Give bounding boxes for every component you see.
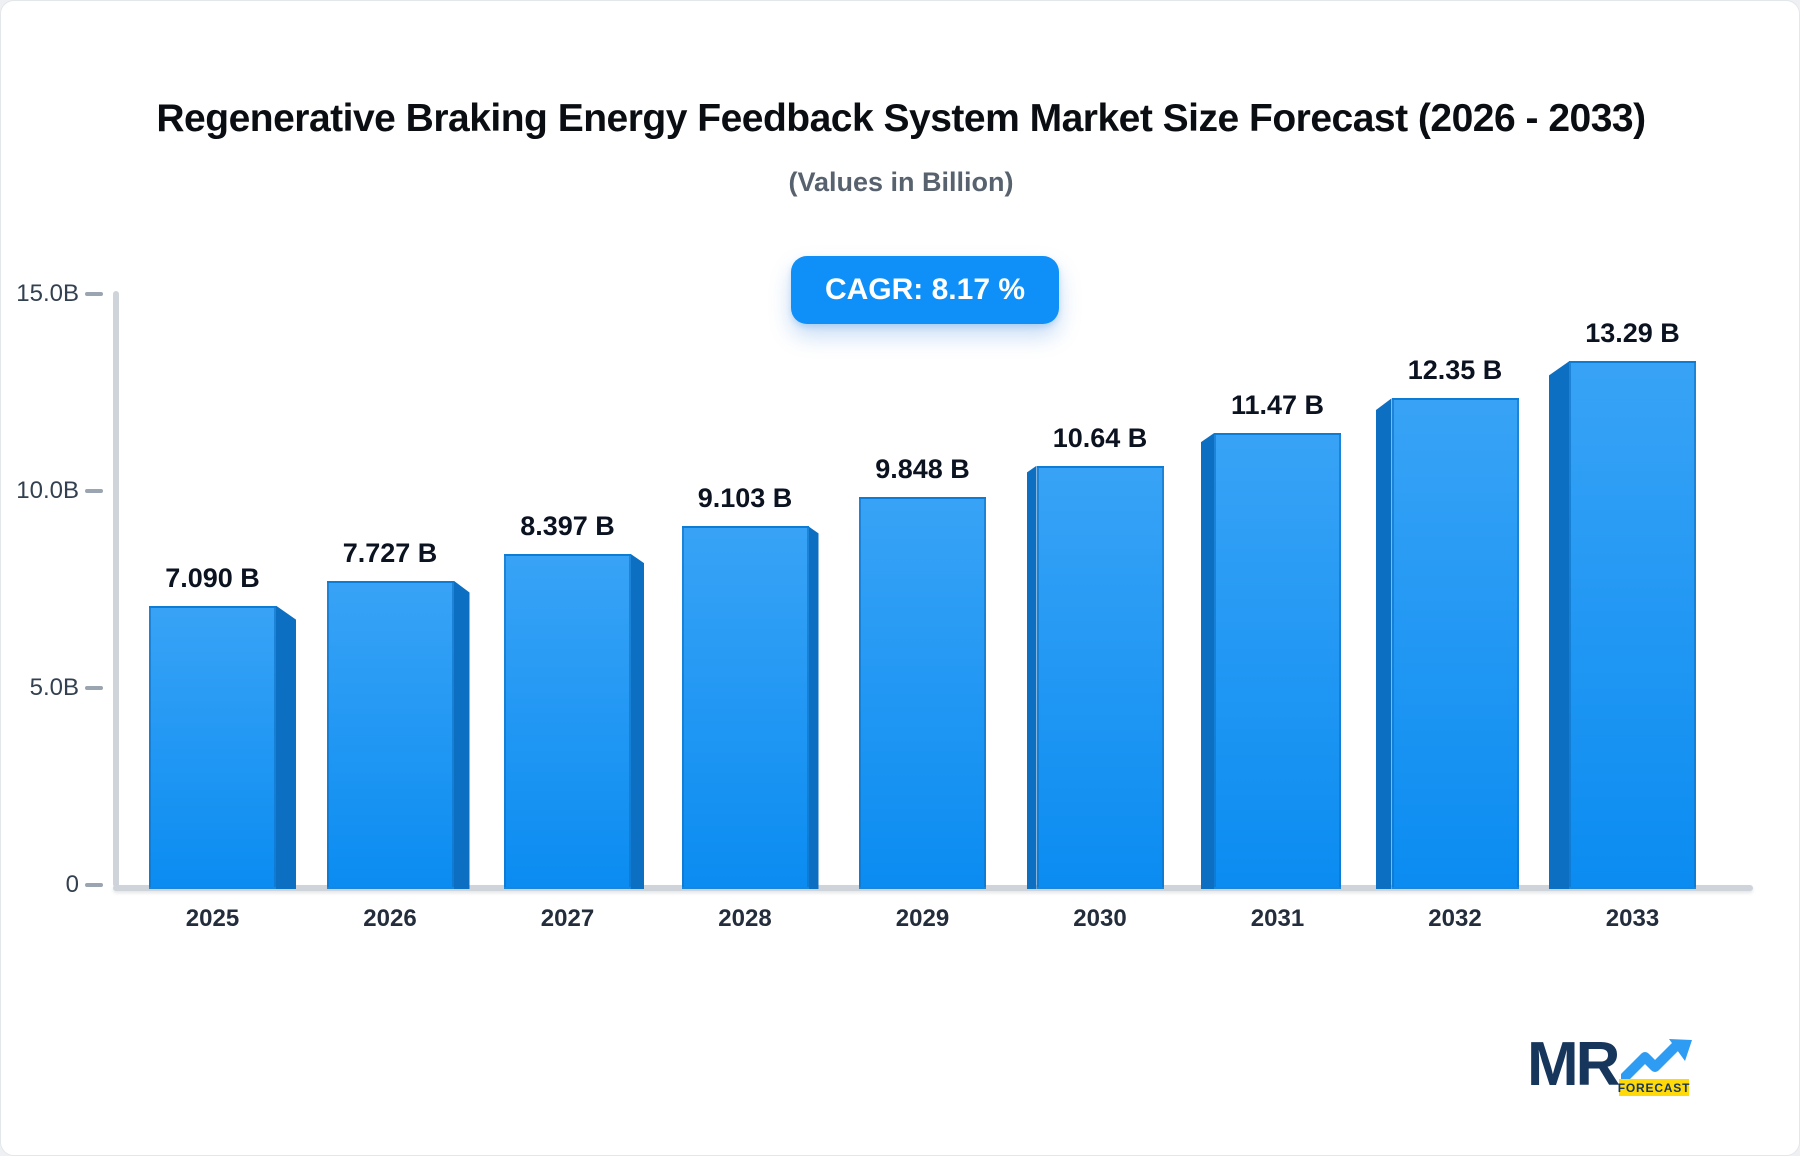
y-axis-line — [113, 291, 119, 887]
bar-2031 — [1214, 433, 1341, 889]
bar-side-3d — [1549, 361, 1569, 889]
bar-value-label: 11.47 B — [1230, 390, 1325, 421]
logo-trend-arrow-icon — [1621, 1039, 1692, 1081]
y-tick-label: 0 — [65, 871, 79, 898]
x-axis-label-2029: 2029 — [895, 905, 950, 932]
bar-2028 — [681, 526, 809, 889]
cagr-badge: CAGR: 8.17 % — [791, 256, 1059, 324]
y-tick-mark — [85, 883, 103, 887]
logo-forecast-text: FORECAST — [1617, 1079, 1691, 1096]
y-tick-mark — [85, 292, 103, 296]
bar-side-3d — [1375, 398, 1392, 889]
bar-side-3d — [1201, 433, 1214, 889]
chart-title: Regenerative Braking Energy Feedback Sys… — [156, 97, 1646, 140]
x-axis-label-2033: 2033 — [1605, 905, 1660, 932]
x-axis-label-2025: 2025 — [185, 905, 240, 932]
bar-2026 — [326, 580, 454, 889]
x-axis-label-2030: 2030 — [1073, 905, 1127, 932]
bar-side-3d — [1026, 465, 1037, 889]
x-axis-label-2028: 2028 — [718, 905, 772, 932]
bar-value-label: 8.397 B — [520, 511, 615, 542]
y-tick-mark — [85, 489, 103, 493]
x-axis-label-2031: 2031 — [1250, 905, 1305, 932]
bar-side-3d — [808, 526, 819, 889]
logo-mr-text: MR — [1527, 1030, 1620, 1099]
bar-2030 — [1036, 465, 1164, 889]
y-tick-label: 10.0B — [16, 477, 79, 504]
bar-value-label: 7.727 B — [342, 537, 438, 568]
bar-2033 — [1569, 361, 1696, 889]
bar-side-3d — [453, 580, 470, 889]
bar-value-label: 10.64 B — [1052, 422, 1148, 453]
y-tick-label: 15.0B — [16, 280, 79, 307]
x-axis-label-2032: 2032 — [1428, 905, 1482, 932]
bar-value-label: 9.103 B — [697, 483, 793, 514]
bar-2025 — [149, 605, 276, 889]
bar-2029 — [859, 496, 986, 889]
bar-2027 — [504, 554, 631, 889]
x-axis-label-2027: 2027 — [540, 905, 595, 932]
bar-value-label: 13.29 B — [1585, 318, 1680, 349]
bar-2032 — [1391, 398, 1519, 889]
bar-value-label: 7.090 B — [165, 562, 260, 593]
bar-value-label: 12.35 B — [1407, 355, 1503, 386]
mr-forecast-logo: MR FORECAST — [1523, 1031, 1703, 1109]
bar-side-3d — [276, 605, 296, 889]
cagr-badge-label: CAGR: 8.17 % — [824, 273, 1026, 306]
x-axis-label-2026: 2026 — [363, 905, 417, 932]
bar-value-label: 9.848 B — [875, 453, 970, 484]
chart-subtitle: (Values in Billion) — [788, 167, 1014, 197]
y-tick-label: 5.0B — [29, 674, 79, 701]
y-tick-mark — [85, 686, 103, 690]
bar-side-3d — [631, 554, 644, 889]
